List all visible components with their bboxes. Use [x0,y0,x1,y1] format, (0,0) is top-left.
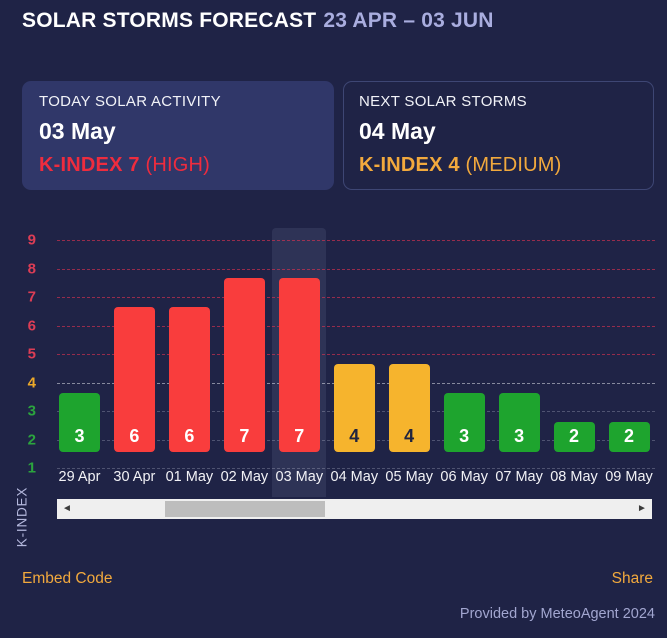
next-card-label: NEXT SOLAR STORMS [359,93,527,110]
page-title: SOLAR STORMS FORECAST 23 APR – 03 JUN [22,9,494,33]
bar-value-label: 2 [568,426,579,446]
y-tick-label-2: 2 [27,431,36,448]
next-storms-card: NEXT SOLAR STORMS 04 May K-INDEX 4 (MEDI… [343,81,654,190]
today-card-date: 03 May [39,118,116,144]
bar-03-may: 7 [278,278,320,452]
y-tick-label-8: 8 [27,260,36,277]
today-kindex-severity: (HIGH) [145,154,211,176]
embed-code-link[interactable]: Embed Code [22,570,113,587]
scrollbar-right-arrow-icon[interactable]: ► [637,503,647,514]
bar-02-may: 7 [223,278,265,452]
bar-value-label: 3 [459,426,470,446]
gridline-8 [57,268,655,270]
x-tick-label-04-may: 04 May [330,469,379,485]
today-card-label: TODAY SOLAR ACTIVITY [39,93,221,110]
bar-07-may: 3 [498,393,540,452]
x-tick-label-01-may: 01 May [165,469,214,485]
bar-04-may: 4 [333,364,375,452]
bar-value-label: 4 [349,426,360,446]
bar-value-label: 7 [239,426,250,446]
today-kindex-value: K-INDEX 7 [39,154,140,176]
y-tick-label-1: 1 [27,459,36,477]
bar-value-label: 7 [294,426,305,446]
bar-05-may: 4 [388,364,430,452]
x-tick-label-30-apr: 30 Apr [113,469,156,485]
y-tick-label-4: 4 [27,374,36,391]
bar-value-label: 3 [514,426,525,446]
x-tick-label-09-may: 09 May [605,469,653,485]
bar-06-may: 3 [443,393,485,452]
bar-value-label: 6 [129,426,140,446]
bar-08-may: 2 [553,422,595,452]
gridline-5 [57,354,655,355]
gridline-7 [57,297,655,298]
gridline-1 [57,468,655,469]
share-link[interactable]: Share [611,570,653,587]
bar-value-label: 4 [404,426,415,446]
bar-29-apr: 3 [59,393,100,452]
next-card-date: 04 May [359,118,436,144]
y-tick-label-7: 7 [27,288,36,306]
date-range: 23 APR – 03 JUN [323,9,494,32]
next-kindex-value: K-INDEX 4 [359,154,460,176]
scrollbar-left-arrow-icon[interactable]: ◄ [62,503,72,514]
x-tick-label-06-may: 06 May [440,469,488,485]
x-tick-label-07-may: 07 May [495,469,543,485]
provided-by-text: Provided by MeteoAgent 2024 [459,606,655,622]
next-kindex: K-INDEX 4 (MEDIUM) [359,154,637,177]
y-tick-label-5: 5 [27,345,36,363]
bar-value-label: 3 [74,426,85,446]
chart-scrollbar[interactable]: ◄ ► [57,499,652,519]
y-tick-label-3: 3 [27,402,36,420]
today-activity-card: TODAY SOLAR ACTIVITY 03 May K-INDEX 7 (H… [22,81,334,190]
x-tick-label-05-may: 05 May [385,469,433,485]
y-axis-title: K-INDEX [14,486,30,548]
next-kindex-severity: (MEDIUM) [465,154,562,176]
x-tick-label-08-may: 08 May [550,469,598,485]
y-tick-label-6: 6 [27,317,36,334]
x-tick-label-02-may: 02 May [220,469,269,485]
y-tick-label-9: 9 [27,231,36,249]
x-tick-label-03-may: 03 May [275,469,324,485]
bar-value-label: 6 [184,426,195,446]
page-title-text: SOLAR STORMS FORECAST [22,9,317,32]
gridline-9 [57,240,655,241]
bar-09-may: 2 [608,422,650,452]
gridline-6 [57,325,655,327]
today-kindex: K-INDEX 7 (HIGH) [39,154,318,177]
bar-01-may: 6 [168,307,210,452]
bar-value-label: 2 [623,426,634,446]
bar-30-apr: 6 [113,307,155,452]
x-tick-label-29-apr: 29 Apr [58,469,101,485]
scrollbar-thumb[interactable] [165,501,325,517]
